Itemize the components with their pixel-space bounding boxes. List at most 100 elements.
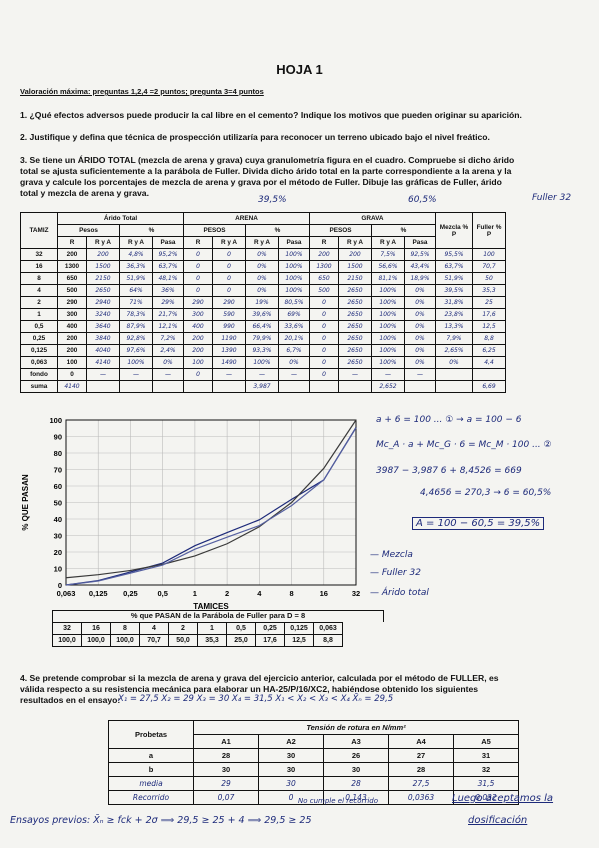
value-cell: 2,4% — [152, 344, 184, 357]
value-cell: 6,25 — [472, 344, 506, 357]
value-cell: 100% — [278, 260, 310, 273]
value-cell: 1190 — [212, 332, 246, 345]
suma-arena: 3,987 — [245, 380, 279, 393]
tamiz-cell: fondo — [20, 368, 58, 381]
value-cell: 2150 — [338, 272, 372, 285]
fuller-value: 12,5 — [284, 634, 314, 647]
question-1: 1. ¿Qué efectos adversos puede producir … — [20, 110, 522, 120]
h-probetas: Probetas — [108, 720, 194, 749]
table-row: Recorrido 0,07 0 0,143 0,0363 0,032 — [108, 790, 519, 805]
retenido-cell: 100 — [57, 356, 87, 369]
series-line-3 — [65, 427, 357, 586]
x-tick-label: 8 — [289, 589, 293, 598]
value-cell: 0 — [309, 368, 339, 381]
value-cell: 0 — [309, 296, 339, 309]
col-mezcla: Mezcla % P — [435, 212, 473, 249]
eq-1: a + 6 = 100 ... ① → a = 100 − 6 — [376, 415, 522, 425]
value-cell: 63,7% — [152, 260, 184, 273]
table-row: fondo 0— — —0— — —0— — — — [20, 368, 506, 381]
sub-pesos: PESOS — [183, 224, 246, 237]
value-cell: 7,5% — [371, 248, 405, 261]
table-row: 1 300 3240 78,3% 21,7% 300 590 39,6% 69% 0 2650 100… — [20, 308, 506, 321]
h-pasa: Pasa — [278, 236, 310, 249]
value-cell: 95,5% — [435, 248, 473, 261]
x-tick-label: 2 — [225, 589, 229, 598]
question-3-line-1: 3. Se tiene un ÁRIDO TOTAL (mezcla de ar… — [20, 155, 515, 165]
x-tick-label: 1 — [193, 589, 197, 598]
retenido-cell: 200 — [57, 248, 87, 261]
table-row: 0,5 400 3640 87,9% 12,1% 400 990 66,4% 33,6% 0 265… — [20, 320, 506, 333]
value-cell: 8,8 — [472, 332, 506, 345]
tamiz-cell: 8 — [20, 272, 58, 285]
fuller-size: 0,063 — [313, 622, 343, 635]
arena-pct-note: 39,5% — [258, 195, 287, 205]
value-cell: 300 — [183, 308, 213, 321]
value-cell: 200 — [183, 332, 213, 345]
table-row: media 29 30 28 27,5 31,5 — [108, 776, 519, 791]
value-cell: 0% — [404, 296, 436, 309]
h-rya: R y A — [86, 236, 120, 249]
retenido-cell: 400 — [57, 320, 87, 333]
legend-mezcla: — Mezcla — [370, 550, 413, 560]
suma-fuller: 6,69 — [472, 380, 506, 393]
fuller-value: 50,0 — [168, 634, 198, 647]
value-cell: 0% — [278, 356, 310, 369]
tamiz-cell: 0,063 — [20, 356, 58, 369]
value-cell: — — [212, 368, 246, 381]
value-cell: 39,5% — [435, 284, 473, 297]
fuller-size: 0,5 — [226, 622, 256, 635]
value-cell: 0% — [404, 356, 436, 369]
value-cell: 2650 — [338, 332, 372, 345]
value-cell: 0 — [183, 368, 213, 381]
value-cell: 12,1% — [152, 320, 184, 333]
value-cell: 290 — [183, 296, 213, 309]
value-cell: 0 — [309, 332, 339, 345]
value-cell: 43,4% — [404, 260, 436, 273]
h-rya: R y A — [212, 236, 246, 249]
fuller-size: 0,25 — [255, 622, 285, 635]
value-cell: 71% — [119, 296, 153, 309]
retenido-cell: 1300 — [57, 260, 87, 273]
y-tick-label: 90 — [54, 433, 62, 442]
retenido-cell: 200 — [57, 332, 87, 345]
value-cell: 100% — [371, 284, 405, 297]
value-cell: — — [119, 368, 153, 381]
fuller-note: Fuller 32 — [532, 193, 572, 203]
y-tick-label: 100 — [49, 416, 62, 425]
value-cell: 19% — [245, 296, 279, 309]
value-cell: 0% — [245, 248, 279, 261]
value-cell: 1300 — [309, 260, 339, 273]
tamiz-cell: 1 — [20, 308, 58, 321]
value-cell: 100% — [278, 272, 310, 285]
retenido-cell: 290 — [57, 296, 87, 309]
col-arido-total: Árido Total — [57, 212, 184, 225]
value-cell: 31,8% — [435, 296, 473, 309]
tamiz-cell: 0,5 — [20, 320, 58, 333]
suma-label: suma — [20, 380, 58, 393]
fuller-value: 100,0 — [52, 634, 82, 647]
value-cell: 51,9% — [435, 272, 473, 285]
y-tick-label: 20 — [54, 548, 62, 557]
tamiz-cell: 2 — [20, 296, 58, 309]
ensayo-values: X₁ = 27,5 X₂ = 29 X₃ = 30 X₄ = 31,5 X₁ <… — [118, 694, 394, 704]
grava-pct-note: 60,5% — [408, 195, 437, 205]
fuller-size: 0,125 — [284, 622, 314, 635]
value-cell: 2650 — [338, 344, 372, 357]
y-tick-label: 0 — [58, 581, 62, 590]
probeta-label: media — [108, 776, 194, 791]
value-cell: 7,2% — [152, 332, 184, 345]
valuation-note: Valoración máxima: preguntas 1,2,4 =2 pu… — [20, 87, 264, 96]
x-tick-label: 0,5 — [157, 589, 167, 598]
value-cell: 0% — [404, 332, 436, 345]
value-cell: 33,6% — [278, 320, 310, 333]
value-cell: 2650 — [338, 356, 372, 369]
value-cell: — — [278, 368, 310, 381]
value-cell: 48,1% — [152, 272, 184, 285]
value-cell: — — [338, 368, 372, 381]
value-cell: 92,8% — [119, 332, 153, 345]
table-row: 0,063 100 4140 100% 0% 100 1490 100% 0% 0 2650 100%… — [20, 356, 506, 369]
x-axis-label: TAMICES — [193, 602, 229, 611]
x-tick-label: 32 — [352, 589, 360, 598]
x-tick-label: 0,063 — [57, 589, 76, 598]
sub-pesos: Pesos — [57, 224, 120, 237]
